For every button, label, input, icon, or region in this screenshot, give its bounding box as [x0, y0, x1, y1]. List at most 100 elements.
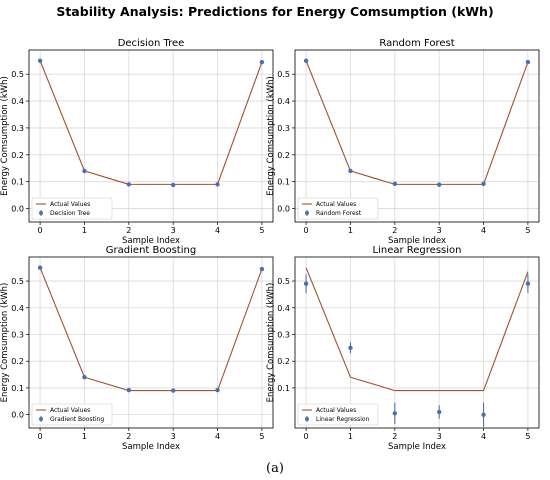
prediction-point: [259, 266, 265, 272]
x-tick-label: 5: [525, 226, 530, 235]
y-axis-label: Energy Comsumption (kWh): [0, 76, 10, 196]
legend-box: [31, 403, 113, 426]
legend-box: [297, 403, 379, 426]
legend-box: [297, 197, 379, 220]
prediction-point: [525, 281, 531, 286]
prediction-point: [215, 387, 220, 393]
y-tick-label: 0.1: [277, 384, 290, 393]
legend-box: [31, 197, 113, 220]
x-tick-label: 1: [348, 226, 353, 235]
x-tick-label: 5: [525, 432, 530, 441]
x-tick-label: 1: [348, 432, 353, 441]
y-tick-label: 0.5: [277, 277, 290, 286]
x-tick-label: 2: [392, 432, 397, 441]
prediction-point: [82, 168, 87, 174]
y-axis-label: Energy Comsumption (kWh): [266, 283, 276, 403]
plot-area: [29, 257, 273, 428]
plot-area: [295, 257, 539, 428]
y-tick-label: 0.5: [11, 70, 24, 79]
actual-values-line: [39, 60, 263, 185]
subplot-title: Random Forest: [379, 38, 454, 49]
subplot-grid: 0 1 2 3 4 5 0.0 0.1 0.2 0.3 0.4 0.5 Decision Tree Sam…: [0, 38, 540, 452]
y-tick-label: 0.1: [277, 178, 290, 187]
prediction-point: [348, 168, 353, 174]
actual-values-line: [305, 267, 529, 392]
y-tick-label: 0.3: [11, 330, 24, 339]
legend-label: Actual Values: [316, 201, 356, 208]
legend-label: Actual Values: [50, 201, 90, 208]
prediction-point: [436, 409, 442, 415]
prediction-point: [303, 281, 309, 286]
x-tick-label: 0: [38, 432, 43, 441]
prediction-point: [82, 375, 87, 380]
legend-point-swatch: [305, 211, 309, 215]
prediction-point: [303, 58, 309, 63]
y-tick-label: 0.0: [11, 205, 24, 214]
x-tick-label: 3: [437, 226, 442, 235]
actual-values-line: [305, 60, 529, 185]
legend-label: Linear Regression: [316, 416, 370, 423]
x-tick-label: 4: [215, 226, 220, 235]
x-tick-label: 1: [82, 226, 87, 235]
plot-area: [295, 50, 539, 222]
prediction-point: [436, 182, 442, 187]
x-tick-label: 1: [82, 432, 87, 441]
plot-frame: [294, 49, 540, 223]
prediction-point: [170, 388, 176, 393]
legend-point-swatch: [39, 417, 43, 421]
y-tick-label: 0.2: [11, 151, 24, 160]
legend-point-swatch: [39, 211, 43, 215]
x-tick-label: 3: [437, 432, 442, 441]
prediction-point: [259, 59, 265, 65]
x-tick-label: 0: [38, 226, 43, 235]
legend-label: Random Forest: [316, 210, 362, 217]
x-axis-label: Sample Index: [388, 236, 446, 246]
x-axis-label: Sample Index: [122, 236, 180, 246]
prediction-point: [37, 265, 43, 270]
subplot-title: Decision Tree: [118, 38, 185, 49]
y-tick-label: 0.2: [277, 151, 290, 160]
x-tick-label: 5: [259, 226, 264, 235]
y-tick-label: 0.5: [277, 70, 290, 79]
y-tick-label: 0.3: [11, 124, 24, 133]
prediction-point: [348, 345, 353, 351]
x-tick-label: 4: [215, 432, 220, 441]
y-tick-label: 0.1: [11, 178, 24, 187]
y-tick-label: 0.5: [11, 277, 24, 286]
y-tick-label: 0.4: [277, 97, 290, 106]
legend-label: Decision Tree: [50, 210, 90, 217]
plot-area: [29, 50, 273, 222]
subplot-4: 0 1 2 3 4 5 0.1 0.2 0.3 0.4 0.5 Linear Regression Sa…: [266, 245, 540, 452]
x-tick-label: 3: [171, 226, 176, 235]
x-tick-label: 2: [392, 226, 397, 235]
x-tick-label: 3: [171, 432, 176, 441]
actual-values-line: [39, 267, 263, 392]
prediction-point: [126, 182, 132, 187]
y-tick-label: 0.4: [11, 304, 24, 313]
prediction-point: [481, 181, 486, 187]
y-tick-label: 0.2: [11, 357, 24, 366]
x-tick-label: 5: [259, 432, 264, 441]
x-axis-label: Sample Index: [388, 442, 446, 452]
prediction-point: [392, 411, 398, 416]
y-tick-label: 0.0: [277, 205, 290, 214]
x-tick-label: 2: [126, 432, 131, 441]
x-tick-label: 0: [304, 226, 309, 235]
y-tick-label: 0.4: [11, 97, 24, 106]
y-tick-label: 0.1: [11, 384, 24, 393]
legend-point-swatch: [305, 417, 309, 421]
x-tick-label: 4: [481, 226, 486, 235]
subplot-2: 0 1 2 3 4 5 0.0 0.1 0.2 0.3 0.4 0.5 Random Forest Sam…: [266, 38, 540, 246]
prediction-point: [37, 58, 43, 63]
y-tick-label: 0.4: [277, 304, 290, 313]
y-axis-label: Energy Comsumption (kWh): [0, 283, 10, 403]
legend-label: Gradient Boosting: [50, 416, 104, 423]
prediction-point: [170, 182, 176, 188]
legend-label: Actual Values: [316, 407, 356, 414]
plot-frame: [28, 256, 274, 429]
x-tick-label: 4: [481, 432, 486, 441]
y-tick-label: 0.2: [277, 357, 290, 366]
subplot-3: 0 1 2 3 4 5 0.0 0.1 0.2 0.3 0.4 0.5 Gradient Boostin…: [0, 245, 274, 452]
y-tick-label: 0.3: [277, 330, 290, 339]
y-tick-label: 0.3: [277, 124, 290, 133]
